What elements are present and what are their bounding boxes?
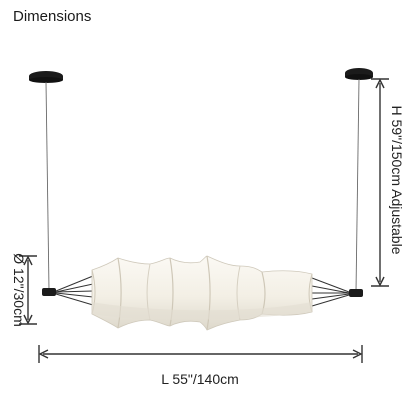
right-ceiling-canopy: [345, 68, 373, 80]
diameter-dimension-arrow: [19, 255, 37, 325]
left-suspension-cable: [45, 81, 50, 291]
length-label: L 55"/140cm: [161, 371, 239, 387]
left-ceiling-canopy: [29, 71, 63, 83]
height-label: H 59"/150cm Adjustable: [389, 106, 405, 255]
diagram-title: Dimensions: [13, 8, 92, 25]
height-dimension-arrow: [371, 78, 389, 287]
right-suspension-cable: [355, 78, 360, 293]
fabric-shade: [91, 255, 313, 331]
length-dimension-arrow: [38, 345, 363, 363]
right-end-cap: [311, 277, 363, 307]
diameter-label: Ø 12"/30cm: [11, 253, 27, 326]
left-end-cap: [42, 275, 94, 306]
